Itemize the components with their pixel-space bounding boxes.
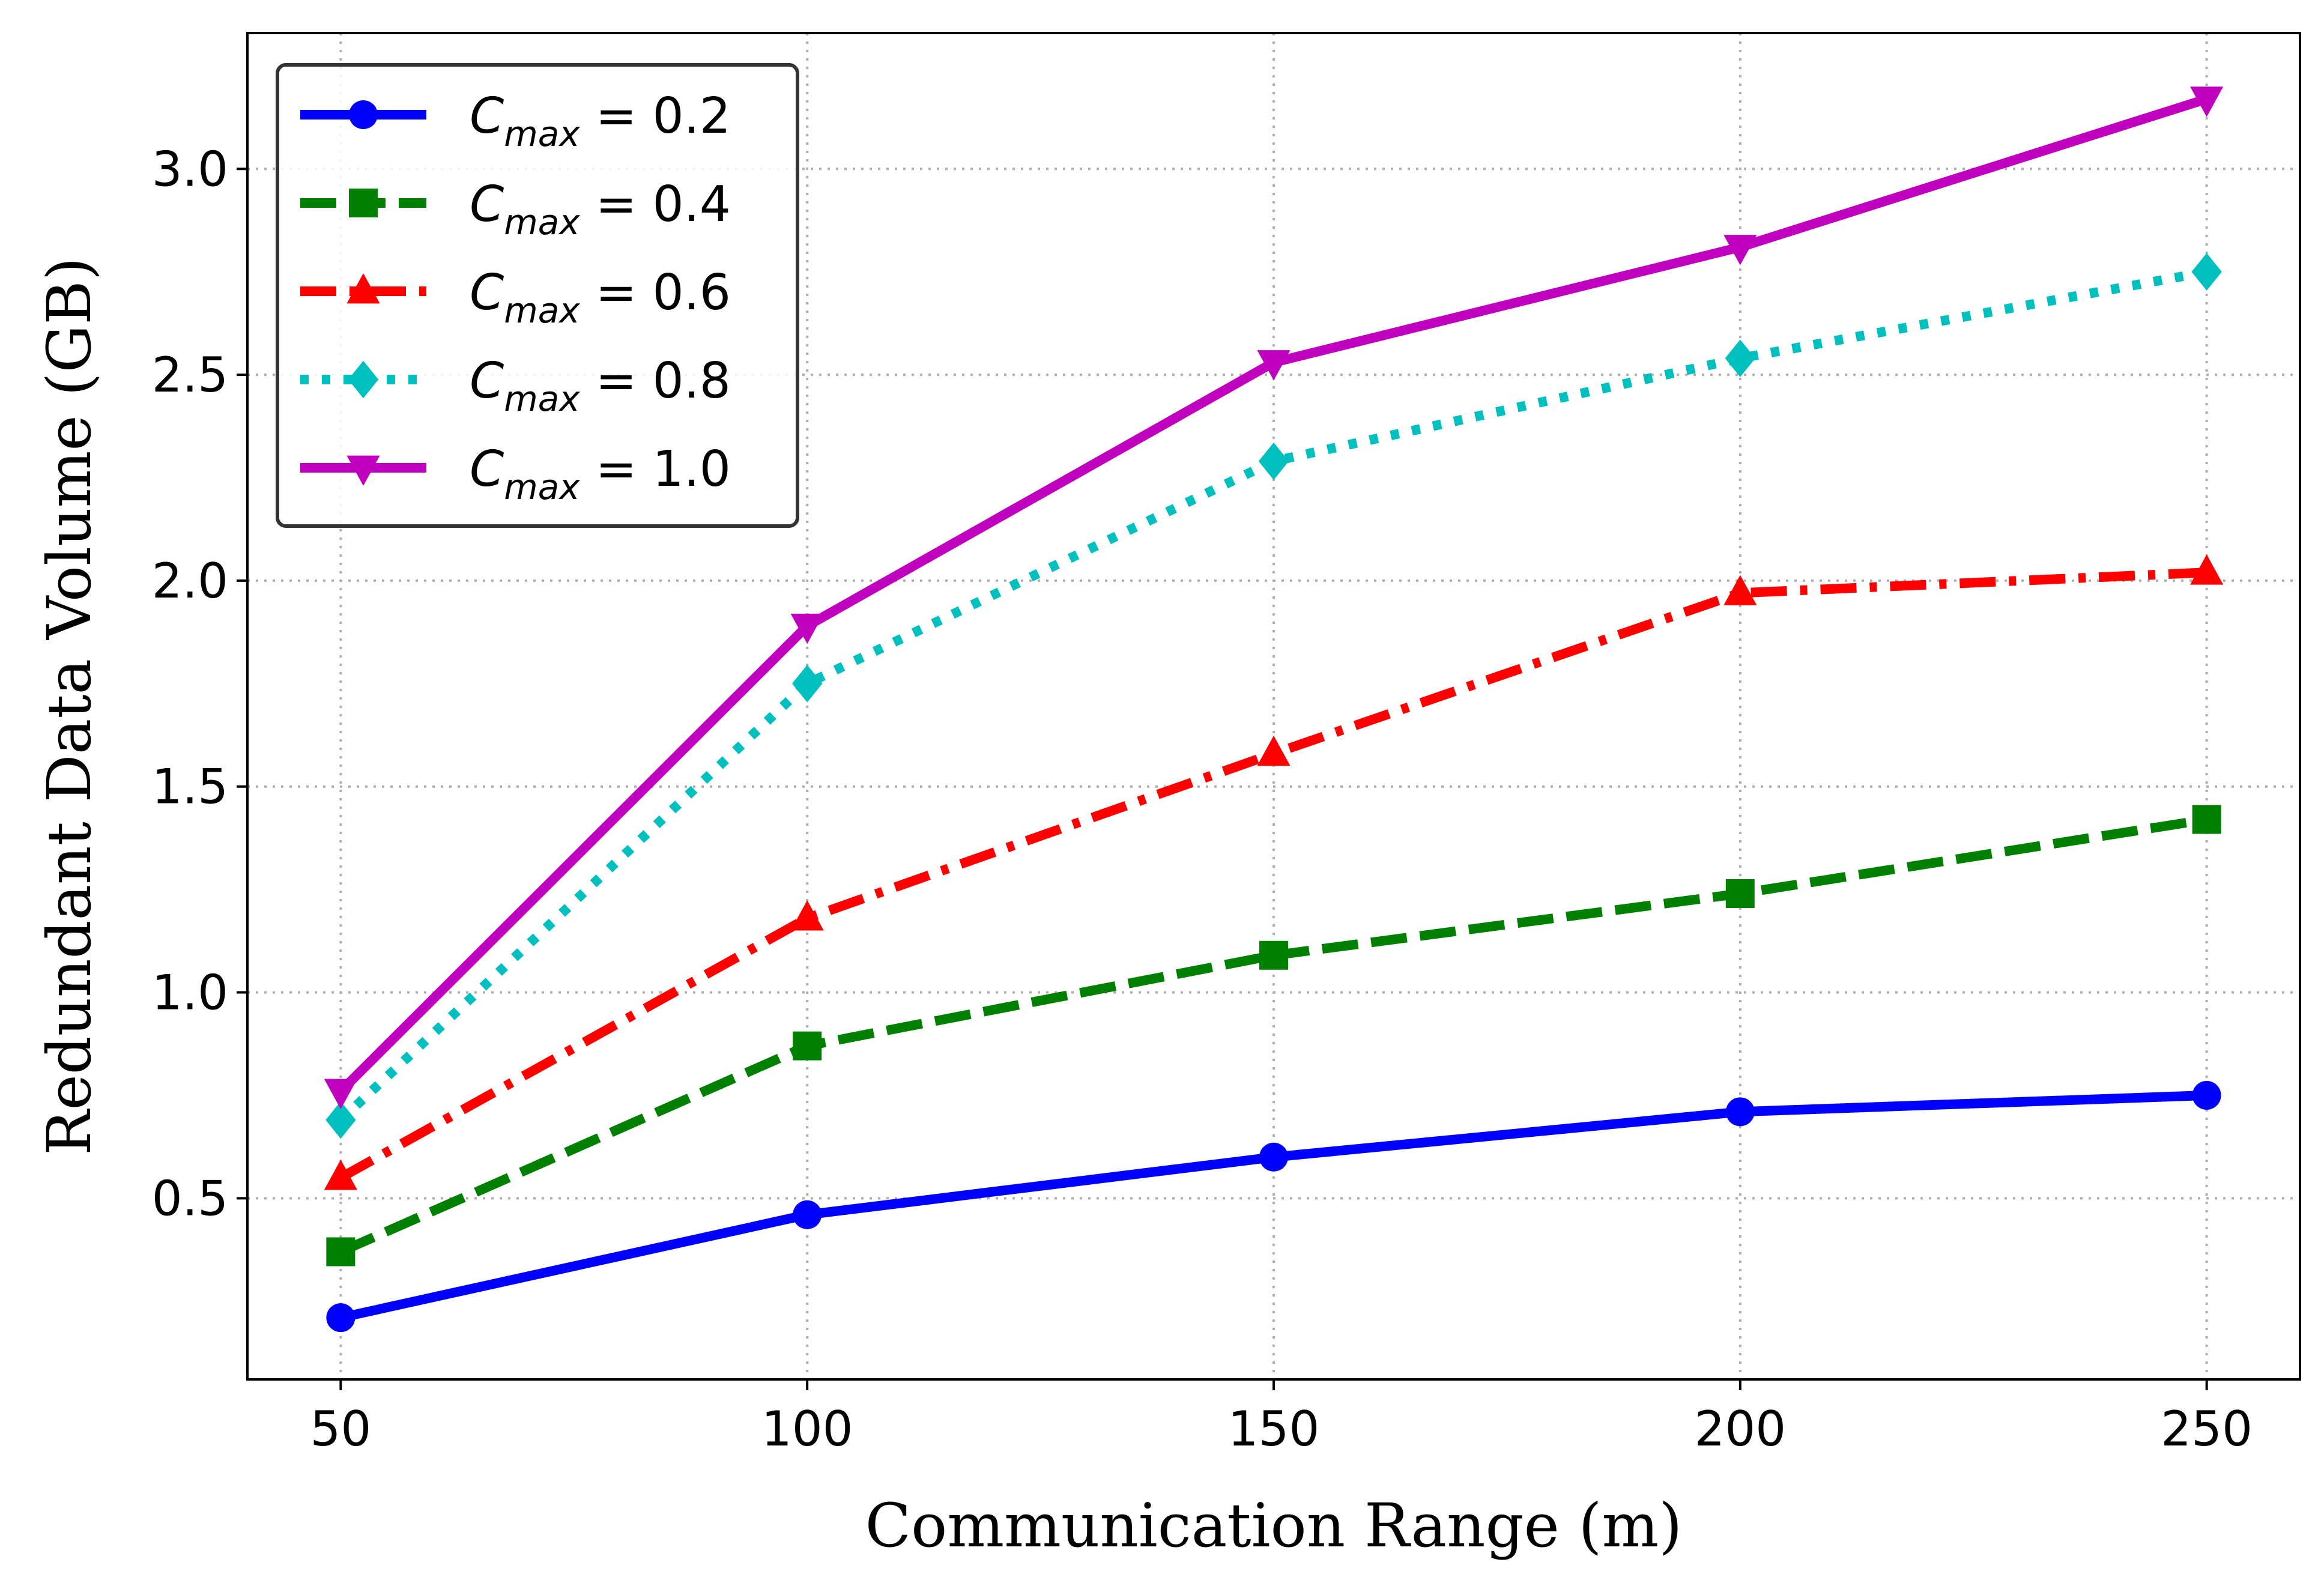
x-tick-label: 200: [1694, 1401, 1786, 1457]
point-marker: [2190, 554, 2224, 585]
y-tick-label: 2.0: [152, 553, 228, 609]
axis-ticks: 50 100 150 200 250 0.5 1.0 1.5 2.0 2.5 3.0: [152, 141, 2253, 1457]
series-3: [325, 253, 2222, 1139]
legend-label: Cmax = 0.4: [470, 176, 731, 243]
point-marker: [346, 455, 380, 486]
point-marker: [2191, 253, 2222, 291]
x-axis-label: Communication Range (m): [865, 1491, 1683, 1561]
series-4: [324, 86, 2224, 1110]
point-marker: [1259, 1142, 1288, 1172]
point-marker: [793, 1031, 822, 1061]
series-2: [324, 554, 2224, 1190]
legend-label: Cmax = 0.8: [470, 353, 731, 419]
point-marker: [325, 1101, 356, 1139]
point-marker: [1257, 735, 1291, 766]
y-tick-label: 1.5: [152, 759, 228, 815]
point-marker: [1725, 1097, 1755, 1127]
legend-item: Cmax = 1.0: [300, 441, 731, 507]
legend-box: [276, 63, 799, 528]
x-tick-label: 150: [1228, 1401, 1320, 1457]
point-marker: [2192, 1080, 2221, 1110]
y-tick-label: 2.5: [152, 347, 228, 403]
point-marker: [324, 1160, 357, 1190]
point-marker: [1725, 879, 1755, 908]
point-marker: [2190, 86, 2224, 117]
point-marker: [326, 1303, 356, 1333]
point-marker: [791, 665, 823, 703]
point-marker: [348, 360, 379, 399]
y-axis-label: Redundant Data Volume (GB): [34, 257, 104, 1155]
y-tick-label: 1.0: [152, 965, 228, 1021]
y-tick-label: 3.0: [152, 141, 228, 197]
point-marker: [1258, 442, 1289, 480]
legend-label: Cmax = 1.0: [470, 441, 731, 507]
point-marker: [790, 613, 824, 644]
legend-item: Cmax = 0.6: [300, 264, 731, 331]
point-marker: [349, 189, 378, 217]
point-marker: [790, 900, 824, 931]
legend-item: Cmax = 0.2: [300, 88, 731, 154]
point-marker: [324, 1079, 357, 1110]
point-marker: [349, 100, 378, 129]
x-tick-label: 250: [2161, 1401, 2253, 1457]
point-marker: [326, 1237, 356, 1267]
legend-label: Cmax = 0.2: [470, 88, 731, 154]
x-tick-label: 50: [310, 1401, 371, 1457]
point-marker: [2192, 805, 2221, 834]
series-1: [326, 805, 2221, 1267]
point-marker: [346, 273, 380, 304]
point-marker: [1257, 350, 1291, 381]
legend-label: Cmax = 0.6: [470, 264, 731, 331]
legend-item: Cmax = 0.8: [300, 353, 731, 419]
x-tick-label: 100: [761, 1401, 853, 1457]
series-layer: [324, 86, 2224, 1333]
point-marker: [1259, 940, 1288, 970]
legend: Cmax = 0.2 Cmax = 0.4 Cmax = 0.6 Cmax = 0.8…: [276, 63, 799, 528]
legend-item: Cmax = 0.4: [300, 176, 731, 243]
point-marker: [1725, 339, 1756, 377]
series-0: [326, 1080, 2221, 1333]
point-marker: [1723, 575, 1757, 605]
y-tick-label: 0.5: [152, 1170, 228, 1226]
point-marker: [1723, 235, 1757, 265]
point-marker: [793, 1200, 822, 1229]
